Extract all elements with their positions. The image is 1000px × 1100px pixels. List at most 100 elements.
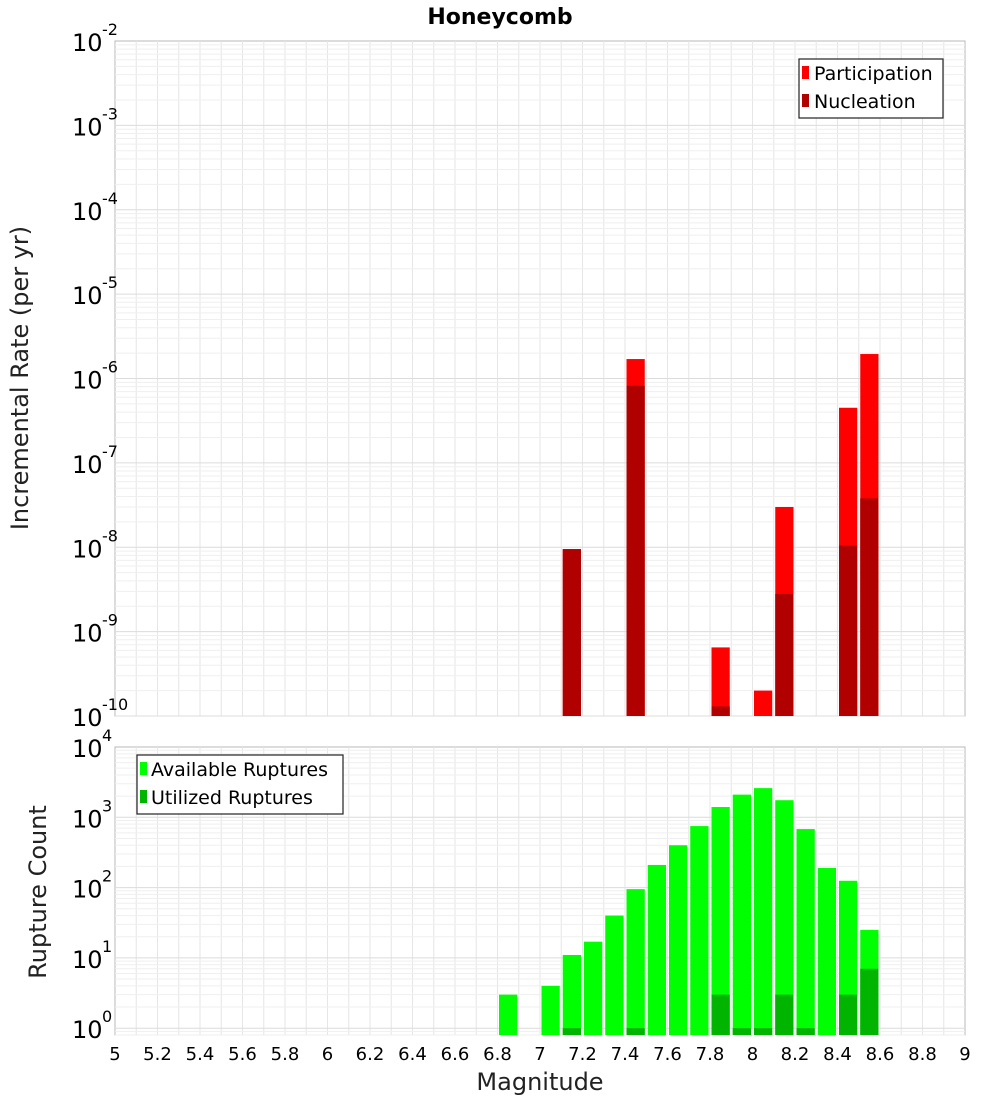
legend-participation-swatch — [802, 66, 809, 79]
x-tick-label: 8.2 — [781, 1044, 810, 1065]
y-tick-exponent: -4 — [102, 189, 118, 208]
x-tick-label: 6 — [322, 1044, 333, 1065]
bar-nucleation — [711, 706, 730, 716]
x-tick-label: 6.4 — [398, 1044, 427, 1065]
x-tick-label: 9 — [959, 1044, 970, 1065]
bar-available-ruptures — [647, 864, 666, 1035]
bar-available-ruptures — [562, 954, 581, 1035]
y-tick-exponent: 4 — [102, 726, 112, 745]
bar-available-ruptures — [711, 807, 730, 1035]
bar-available-ruptures — [584, 941, 603, 1035]
y-tick-label: 10 — [72, 535, 103, 563]
y-tick-label: 10 — [72, 735, 103, 763]
y-tick-label: 10 — [72, 29, 103, 57]
rate-legend: Participation Nucleation — [798, 58, 944, 119]
rate-grid — [115, 41, 965, 717]
bar-available-ruptures — [817, 867, 836, 1035]
x-tick-label: 5.2 — [143, 1044, 172, 1065]
y-tick-label: 10 — [72, 805, 103, 833]
legend-nucleation-swatch — [802, 94, 809, 107]
y-tick-label: 10 — [72, 451, 103, 479]
x-tick-label: 5.6 — [228, 1044, 257, 1065]
legend-available-swatch — [140, 762, 147, 775]
legend-utilized-swatch — [140, 790, 147, 803]
bar-available-ruptures — [796, 829, 815, 1035]
y-tick-label: 10 — [72, 946, 103, 974]
bar-nucleation — [775, 593, 794, 716]
bar-available-ruptures — [499, 994, 518, 1035]
bar-utilized-ruptures — [775, 994, 794, 1035]
count-grid — [115, 747, 965, 1036]
x-tick-label: 8.6 — [866, 1044, 895, 1065]
y-tick-exponent: -9 — [102, 611, 118, 630]
x-tick-label: 7.8 — [696, 1044, 725, 1065]
bar-nucleation — [839, 545, 858, 716]
x-tick-label: 6.2 — [356, 1044, 385, 1065]
x-tick-label: 7.2 — [568, 1044, 597, 1065]
x-tick-label: 6.6 — [441, 1044, 470, 1065]
bar-available-ruptures — [754, 788, 773, 1035]
y-tick-exponent: 0 — [102, 1007, 112, 1026]
magnitude-x-ticks: 5 5.2 5.4 5.6 5.8 6 6.2 6.4 6.6 6.8 7 7.2 7.4 7.6 7.8 8… — [109, 1044, 970, 1065]
bar-participation — [711, 647, 730, 716]
bar-nucleation — [626, 385, 645, 716]
chart-title: Honeycomb — [427, 5, 572, 30]
y-tick-exponent: -2 — [102, 20, 118, 39]
x-axis-label: Magnitude — [476, 1068, 603, 1096]
y-tick-label: 10 — [72, 620, 103, 648]
bar-available-ruptures — [605, 915, 624, 1035]
x-tick-label: 5 — [109, 1044, 120, 1065]
bar-utilized-ruptures — [711, 994, 730, 1035]
bar-available-ruptures — [690, 826, 709, 1035]
y-tick-label: 10 — [72, 367, 103, 395]
x-tick-label: 7 — [534, 1044, 545, 1065]
y-tick-exponent: -8 — [102, 526, 118, 545]
y-tick-label: 10 — [72, 113, 103, 141]
y-tick-label: 10 — [72, 876, 103, 904]
y-tick-exponent: -7 — [102, 442, 118, 461]
bar-available-ruptures — [732, 794, 751, 1035]
x-tick-label: 6.8 — [483, 1044, 512, 1065]
bar-utilized-ruptures — [754, 1028, 773, 1035]
count-y-axis-label: Rupture Count — [24, 805, 52, 979]
bar-utilized-ruptures — [562, 1028, 581, 1035]
bar-available-ruptures — [669, 845, 688, 1035]
x-tick-label: 8.4 — [823, 1044, 852, 1065]
x-tick-label: 8.8 — [908, 1044, 937, 1065]
y-tick-exponent: 3 — [102, 796, 112, 815]
bar-utilized-ruptures — [860, 968, 879, 1035]
bar-nucleation — [562, 549, 581, 716]
legend-nucleation-label: Nucleation — [814, 91, 916, 113]
y-tick-exponent: -10 — [102, 695, 128, 714]
count-bars — [499, 788, 879, 1035]
legend-utilized-label: Utilized Ruptures — [151, 787, 313, 809]
bar-available-ruptures — [541, 985, 560, 1035]
bar-utilized-ruptures — [626, 1028, 645, 1035]
bar-nucleation — [860, 498, 879, 716]
x-tick-label: 7.4 — [611, 1044, 640, 1065]
y-tick-label: 10 — [72, 1016, 103, 1044]
bar-available-ruptures — [626, 889, 645, 1035]
bar-utilized-ruptures — [732, 1028, 751, 1035]
legend-participation-label: Participation — [814, 63, 933, 85]
rate-y-axis-label: Incremental Rate (per yr) — [6, 226, 34, 530]
bar-utilized-ruptures — [839, 994, 858, 1035]
bar-participation — [754, 690, 773, 716]
y-tick-exponent: 2 — [102, 867, 112, 886]
bar-utilized-ruptures — [796, 1028, 815, 1035]
x-tick-label: 8 — [747, 1044, 758, 1065]
y-tick-exponent: -3 — [102, 104, 118, 123]
count-legend: Available Ruptures Utilized Ruptures — [136, 754, 344, 815]
legend-available-label: Available Ruptures — [151, 759, 328, 781]
rate-bars — [562, 354, 879, 716]
y-tick-label: 10 — [72, 704, 103, 732]
x-tick-label: 5.8 — [271, 1044, 300, 1065]
y-tick-label: 10 — [72, 198, 103, 226]
x-tick-label: 7.6 — [653, 1044, 682, 1065]
y-tick-exponent: -6 — [102, 358, 118, 377]
